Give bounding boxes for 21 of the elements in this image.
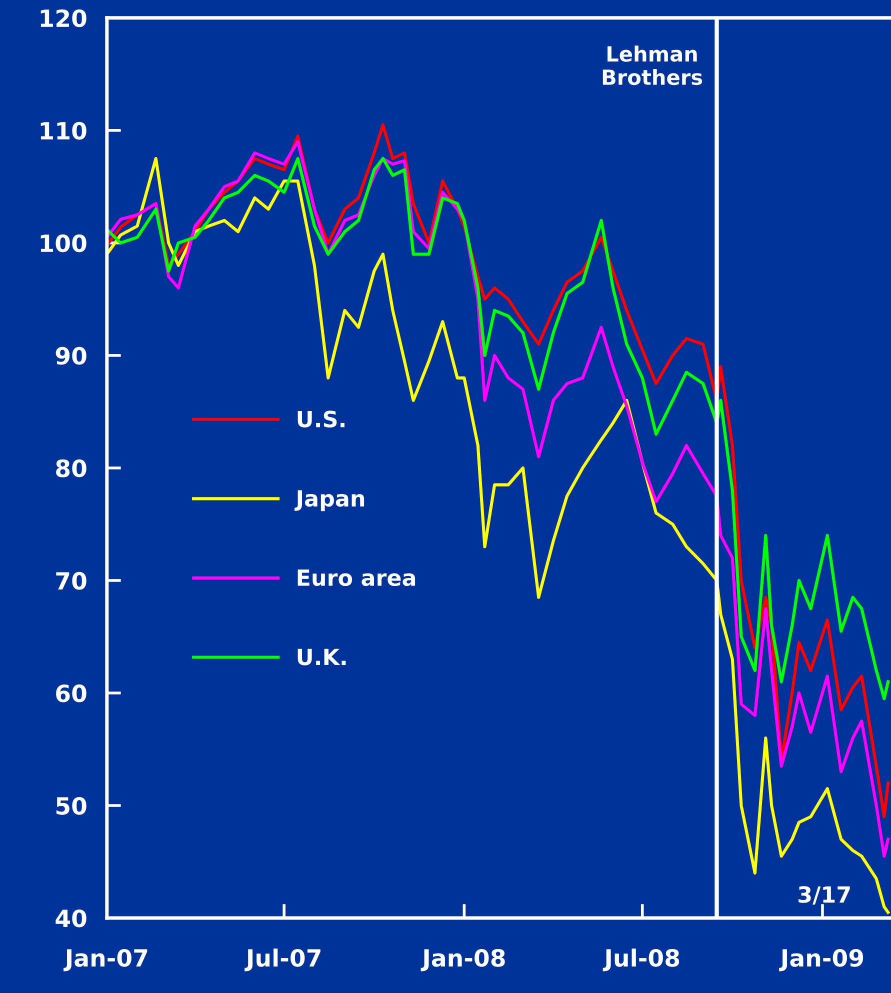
y-tick-label: 50 bbox=[56, 796, 86, 815]
x-tick-label: Jan-09 bbox=[779, 949, 864, 972]
x-tick-label: Jan-08 bbox=[420, 949, 505, 972]
annotation: 3/17 bbox=[798, 886, 850, 905]
legend-label: Euro area bbox=[298, 570, 416, 586]
line-series bbox=[106, 156, 890, 700]
x-tick-label: Jul-07 bbox=[244, 948, 320, 972]
x-tick-label: Jul-08 bbox=[602, 948, 680, 972]
y-tick-label: 70 bbox=[56, 572, 86, 590]
legend-label: U.K. bbox=[298, 648, 346, 666]
x-tick-label: Jan-07 bbox=[64, 949, 148, 972]
y-tick-label: 90 bbox=[56, 346, 86, 365]
y-tick-label: 120 bbox=[40, 9, 86, 28]
y-tick-label: 40 bbox=[56, 909, 86, 928]
y-tick-label: 80 bbox=[56, 459, 86, 478]
legend-label: U.S. bbox=[298, 410, 344, 428]
y-tick-label: 60 bbox=[56, 684, 86, 702]
legend-label: Japan bbox=[294, 490, 364, 512]
y-tick-label: 110 bbox=[40, 122, 86, 140]
ref-line-label: Lehman Brothers bbox=[602, 46, 702, 86]
y-tick-label: 100 bbox=[40, 234, 86, 252]
